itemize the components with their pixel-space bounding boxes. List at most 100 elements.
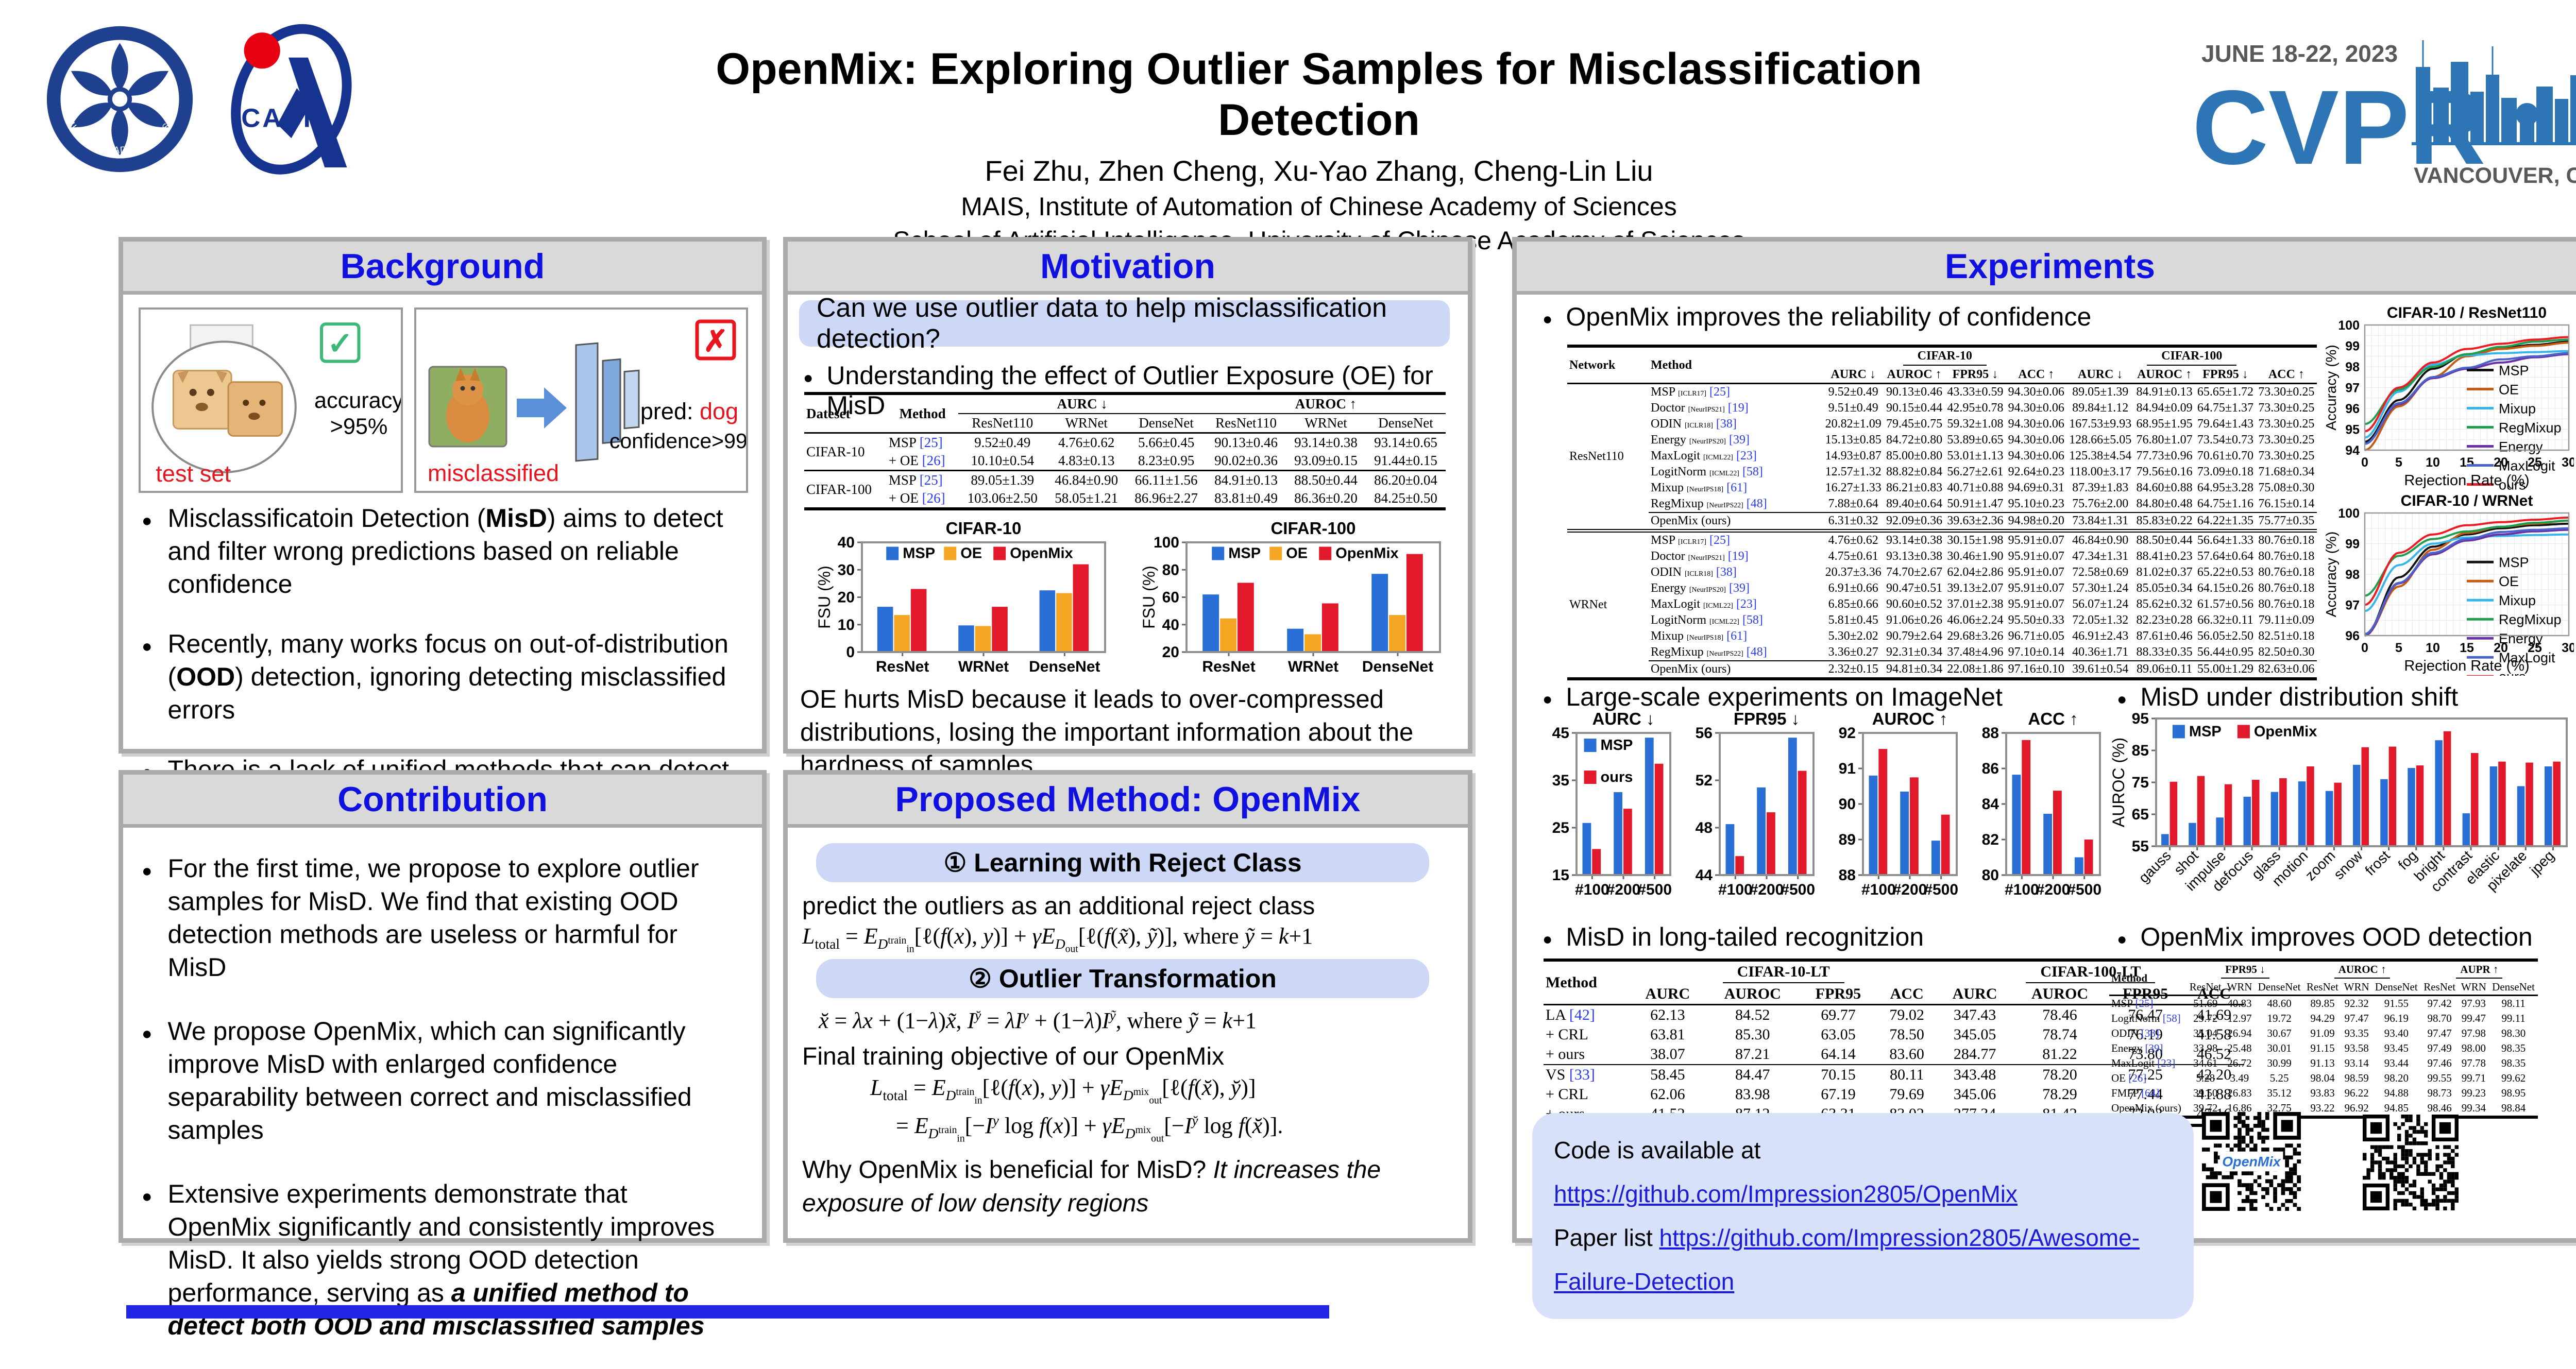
code-line: Code is available at https://github.com/…	[1554, 1128, 2172, 1216]
svg-text:FSU (%): FSU (%)	[815, 566, 834, 629]
cvpr-city: VANCOUVER, CANADA	[2414, 163, 2576, 188]
svg-text:DenseNet: DenseNet	[1029, 658, 1100, 675]
bullet-text: MisD in long-tailed recognitzion	[1566, 922, 1924, 951]
section-experiments: Experiments ● OpenMix improves the reliab…	[1512, 237, 2576, 1320]
qr-code-icon: OpenMix	[2202, 1112, 2301, 1211]
experiments-bullet-2: ● Large-scale experiments on ImageNet	[1543, 682, 2003, 712]
section-motivation: Motivation Can we use outlier data to he…	[783, 237, 1472, 779]
bullet-icon: ●	[2117, 930, 2127, 948]
cvpr-skyline	[2412, 40, 2576, 145]
svg-text:FPR95 ↓: FPR95 ↓	[1734, 709, 1800, 728]
pred-label: pred: dog	[640, 398, 738, 424]
affiliation-1: MAIS, Institute of Automation of Chinese…	[961, 192, 1677, 221]
svg-text:5: 5	[2395, 641, 2402, 655]
code-link[interactable]: https://github.com/Impression2805/OpenMi…	[1554, 1180, 2018, 1208]
section-background: Background ✓ accuracy >95% test s	[118, 237, 767, 817]
svg-text:Rejection Rate (%): Rejection Rate (%)	[2404, 472, 2529, 489]
accuracy-text: accuracy	[314, 388, 401, 413]
bar-chart: CIFAR-10 0 10 20 30 40 ResNet WRNet DenseNet FSU …	[815, 519, 1106, 675]
svg-text:#200: #200	[1750, 881, 1784, 898]
cvpr-logo: JUNE 18-22, 2023 CVPR VANCOUVER, CANADA	[2192, 26, 2576, 196]
bullet-icon: ●	[803, 368, 814, 387]
chart-imagenet-acc: ACC ↑ 80 82 84 86 88 #100 #200 #500	[1973, 706, 2106, 901]
qr-code-paper-list	[2363, 1115, 2459, 1210]
chart-imagenet-auroc: AUROC ↑ 88 89 90 91 92 #100 #200 #500	[1830, 706, 1963, 901]
svg-text:CIFAR-10 / WRNet: CIFAR-10 / WRNet	[2401, 492, 2533, 509]
svg-text:#500: #500	[1781, 881, 1815, 898]
svg-text:52: 52	[1696, 772, 1713, 789]
svg-text:AURC ↓: AURC ↓	[1592, 709, 1655, 728]
bottom-blue-strip	[126, 1305, 1329, 1319]
casia-logo: CASIA	[219, 21, 358, 175]
svg-text:#100: #100	[2005, 881, 2039, 898]
svg-text:MSP: MSP	[2499, 555, 2529, 570]
svg-text:85: 85	[2132, 742, 2149, 759]
svg-text:#100: #100	[1718, 881, 1753, 898]
section-method: Proposed Method: OpenMix ① Learning with…	[783, 770, 1472, 1243]
svg-text:95: 95	[2132, 710, 2149, 727]
casia-text: CASIA	[241, 104, 334, 133]
chart-imagenet-fpr95: FPR95 ↓ 44 48 52 56 #100 #200 #500	[1687, 706, 1820, 901]
accuracy-value: >95%	[330, 414, 388, 439]
experiments-bullet-3: ● MisD under distribution shift	[2117, 682, 2458, 712]
svg-text:80: 80	[1982, 867, 1999, 884]
qr-code-icon	[2363, 1115, 2459, 1210]
chart-imagenet-aurc: AURC ↓ 15 25 35 45 #100 #200 #500 MSP ours	[1544, 706, 1676, 901]
cvpr-dates: JUNE 18-22, 2023	[2201, 40, 2398, 67]
title-block: OpenMix: Exploring Outlier Samples for M…	[644, 44, 1994, 255]
svg-text:98: 98	[2345, 568, 2360, 582]
method-formula-3a: Ltotal = EDtrainin[ℓ(f(x), y)] + γEDmixo…	[870, 1075, 1256, 1106]
method-heading: Proposed Method: OpenMix	[788, 775, 1468, 828]
table: Method FPR95 ↓ AUROC ↑ AUPR ↑ ResNet WRN Dense…	[2109, 959, 2538, 1120]
svg-text:ResNet: ResNet	[1202, 658, 1255, 675]
svg-text:86: 86	[1982, 760, 1999, 777]
svg-text:Energy: Energy	[2499, 439, 2543, 454]
svg-text:15: 15	[2460, 455, 2474, 470]
svg-text:OpenMix: OpenMix	[1010, 545, 1073, 562]
bullet-text: MisD under distribution shift	[2140, 682, 2459, 711]
bullet-text: Understanding the effect of Outlier Expo…	[826, 361, 1433, 420]
bullet-item: ● For the first time, we propose to explo…	[142, 852, 734, 984]
dog-photos	[172, 370, 283, 437]
experiments-bullet-5: ● OpenMix improves OOD detection	[2117, 922, 2533, 952]
bullet-item: ● Misclassificatoin Detection (MisD) aims…	[142, 502, 734, 601]
confidence-label: confidence>99%	[609, 429, 746, 453]
bullet-icon: ●	[2117, 690, 2127, 708]
method-step1-text: predict the outliers as an additional re…	[802, 893, 1315, 920]
svg-text:100: 100	[1154, 534, 1179, 551]
bullet-icon: ●	[1543, 310, 1553, 328]
svg-text:65: 65	[2132, 806, 2149, 823]
svg-text:MSP: MSP	[903, 545, 935, 562]
svg-text:20: 20	[1162, 644, 1179, 661]
svg-text:10: 10	[838, 617, 855, 634]
bullet-text: We propose OpenMix, which can significan…	[167, 1017, 692, 1144]
svg-text:OpenMix: OpenMix	[1335, 545, 1398, 562]
svg-text:20: 20	[838, 589, 855, 606]
svg-text:97: 97	[2345, 598, 2360, 613]
motivation-question: Can we use outlier data to help misclass…	[799, 293, 1450, 354]
table: Method CIFAR-10-LT CIFAR-100-LT AURC AUROC FP…	[1544, 959, 2244, 1128]
svg-text:CIFAR-10 / ResNet110: CIFAR-10 / ResNet110	[2387, 304, 2547, 321]
paper-link[interactable]: https://github.com/Impression2805/Awesom…	[1554, 1224, 2140, 1295]
svg-text:25: 25	[2528, 641, 2542, 655]
motivation-caption: OE hurts MisD because it leads to over-c…	[800, 686, 1414, 779]
bullet-icon: ●	[142, 1024, 152, 1043]
svg-text:FSU (%): FSU (%)	[1140, 566, 1158, 629]
svg-text:94: 94	[2345, 443, 2360, 458]
svg-text:MSP: MSP	[2499, 363, 2529, 378]
bar-chart: ACC ↑ 80 82 84 86 88 #100#200#500	[1982, 709, 2102, 898]
svg-text:95: 95	[2345, 423, 2360, 437]
chart-distribution-shift: 55 65 75 85 95 gauss shot impulse defocus glass mo…	[2107, 709, 2573, 906]
method-step1: ① Learning with Reject Class	[816, 843, 1429, 882]
svg-text:5: 5	[2395, 455, 2402, 470]
bullet-text: For the first time, we propose to explor…	[167, 854, 699, 982]
cat-photo	[446, 368, 489, 442]
code-prefix: Code is available at	[1554, 1137, 1761, 1163]
svg-text:Mixup: Mixup	[2499, 401, 2536, 416]
svg-text:MSP: MSP	[1228, 545, 1261, 562]
svg-text:30: 30	[2562, 641, 2574, 655]
table: Network Method CIFAR-10 CIFAR-100 AURC ↓ AURO…	[1567, 345, 2317, 682]
svg-text:90: 90	[1839, 796, 1856, 813]
svg-text:MSP: MSP	[1601, 737, 1633, 754]
bar-chart: AURC ↓ 15 25 35 45 #100#200#500 MSP ours	[1552, 709, 1672, 898]
